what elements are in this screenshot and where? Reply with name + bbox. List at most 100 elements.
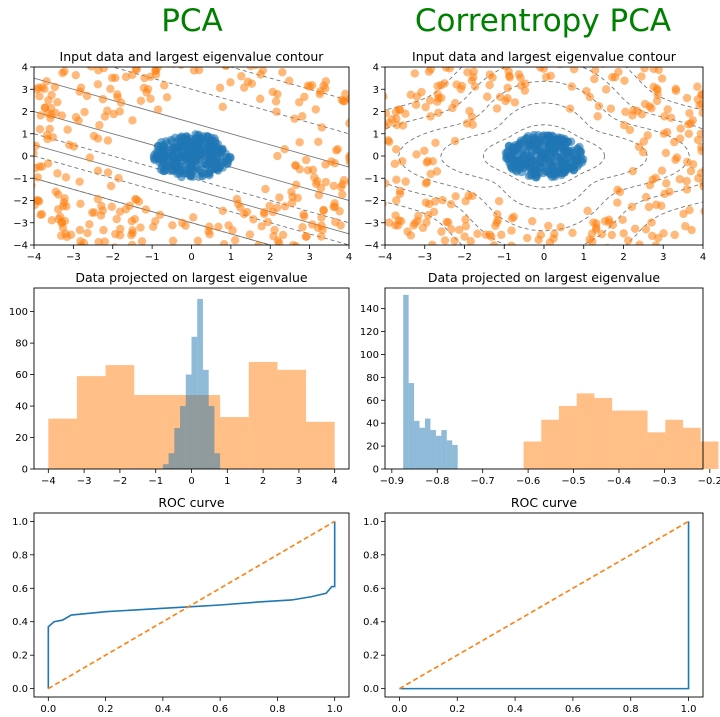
outlier-point — [426, 112, 435, 121]
y-tick-label: 40 — [15, 402, 28, 413]
outlier-point — [47, 110, 56, 119]
outlier-point — [640, 67, 649, 73]
y-tick-label: 0.6 — [363, 584, 379, 595]
outlier-point — [569, 67, 579, 74]
outlier-point — [131, 67, 141, 73]
hist-bar — [76, 376, 106, 469]
hist-bar — [435, 435, 442, 469]
plot-frame — [384, 287, 704, 470]
plot-frame — [33, 512, 350, 698]
roc-line — [47, 521, 336, 689]
inlier-point — [217, 145, 227, 154]
outlier-point — [594, 101, 604, 111]
outlier-point — [336, 221, 345, 230]
outlier-point — [517, 81, 526, 90]
outlier-point — [398, 157, 407, 166]
outlier-point — [597, 229, 607, 239]
outlier-point — [169, 253, 177, 261]
outlier-point — [217, 257, 225, 265]
outlier-point — [628, 167, 638, 176]
outlier-point — [461, 222, 471, 231]
inlier-points — [501, 130, 588, 182]
outlier-point — [354, 140, 362, 148]
outlier-point — [103, 168, 113, 177]
outlier-point — [237, 72, 246, 81]
inlier-point — [196, 172, 205, 181]
x-tick-label: −2 — [113, 476, 128, 487]
x-tick-label: −0.6 — [516, 476, 540, 487]
outlier-point — [249, 253, 257, 261]
outlier-point — [428, 240, 437, 245]
outlier-point — [509, 212, 518, 222]
outlier-point — [693, 82, 702, 91]
outlier-point — [391, 145, 401, 154]
outlier-point — [425, 96, 435, 105]
outlier-point — [681, 222, 690, 231]
outlier-point — [106, 84, 115, 94]
outlier-point — [95, 121, 104, 130]
outlier-point — [478, 256, 486, 264]
panel-title: Input data and largest eigenvalue contou… — [412, 49, 677, 64]
y-tick-label: 0 — [373, 152, 379, 163]
x-tick-label: 3 — [306, 252, 312, 263]
outlier-point — [158, 253, 166, 261]
outlier-point — [711, 139, 719, 147]
outlier-point — [75, 225, 85, 235]
outlier-point — [107, 202, 116, 211]
outlier-point — [410, 69, 420, 78]
y-tick-label: 100 — [360, 350, 379, 361]
hist-bar — [408, 383, 415, 469]
plot-area — [34, 67, 362, 265]
y-tick-label: 2 — [22, 107, 28, 118]
outlier-point — [470, 82, 480, 91]
outlier-point — [45, 124, 54, 134]
outlier-point — [679, 209, 688, 219]
hist-series — [523, 393, 719, 469]
y-tick-label: 0.8 — [12, 550, 28, 561]
outlier-point — [590, 74, 599, 84]
outlier-point — [492, 104, 502, 113]
outlier-point — [568, 228, 577, 238]
y-tick-label: 3 — [373, 85, 379, 96]
outlier-point — [485, 80, 494, 90]
outlier-point — [115, 231, 125, 240]
inlier-point — [159, 146, 168, 156]
x-tick-label: 4 — [331, 476, 337, 487]
outlier-point — [392, 120, 402, 130]
outlier-point — [466, 237, 475, 245]
x-tick-label: 2 — [267, 252, 273, 263]
outlier-point — [60, 194, 69, 203]
inlier-point — [155, 154, 165, 164]
y-tick-label: 0.8 — [363, 550, 379, 561]
outlier-point — [112, 214, 121, 224]
outlier-point — [426, 169, 435, 179]
outlier-point — [651, 200, 661, 209]
outlier-point — [94, 67, 103, 75]
x-tick-label: 3 — [296, 476, 302, 487]
outlier-point — [523, 260, 531, 268]
outlier-point — [355, 170, 363, 178]
outlier-point — [263, 217, 273, 227]
outlier-point — [610, 254, 618, 262]
outlier-point — [337, 95, 346, 105]
plot-frame — [384, 512, 704, 698]
outlier-point — [128, 116, 137, 125]
outlier-point — [298, 223, 307, 232]
hist-bar — [430, 430, 436, 469]
outlier-point — [352, 196, 360, 204]
outlier-point — [271, 97, 281, 106]
outlier-point — [707, 111, 715, 119]
outlier-point — [534, 235, 543, 245]
hist-bar — [105, 365, 135, 469]
outlier-point — [218, 102, 227, 112]
outlier-point — [255, 94, 265, 104]
outlier-point — [461, 196, 470, 206]
y-tick-label: −4 — [364, 241, 379, 252]
outlier-point — [160, 247, 168, 255]
inlier-point — [521, 134, 531, 143]
outlier-point — [637, 72, 646, 81]
y-tick-label: 0.6 — [12, 584, 28, 595]
x-tick-label: −4 — [27, 252, 42, 263]
outlier-point — [34, 148, 38, 158]
hist-bar — [700, 441, 719, 469]
